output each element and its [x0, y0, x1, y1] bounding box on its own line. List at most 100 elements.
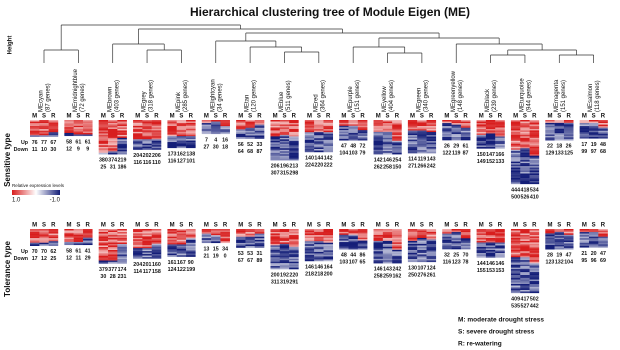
up-count: 47 — [566, 253, 572, 259]
heatmap-cell — [201, 235, 212, 237]
heatmap-cell — [598, 242, 608, 245]
heatmap-cell — [211, 132, 221, 135]
heatmap-cell — [588, 120, 599, 122]
condition-label: M — [170, 114, 175, 120]
heatmap-cell — [48, 132, 59, 134]
heatmap-cell — [529, 145, 540, 147]
module-genes: (87 genes) — [46, 83, 52, 112]
heatmap-cell — [382, 143, 393, 146]
heatmap-cell — [98, 230, 109, 233]
heatmap-cell — [142, 234, 152, 237]
heatmap-cell — [98, 258, 109, 261]
heatmap-cell — [279, 151, 290, 153]
heatmap-cell — [348, 133, 359, 135]
heatmap-cell — [451, 246, 462, 248]
heatmap-cell — [476, 248, 487, 251]
heatmap-cell — [529, 161, 540, 164]
heatmap-cell — [451, 232, 462, 234]
heatmap-cell — [495, 249, 505, 252]
heatmap-cell — [167, 128, 177, 131]
heatmap-cell — [304, 126, 315, 128]
heatmap-cell — [220, 126, 230, 128]
heatmap-cell — [382, 240, 393, 243]
heatmap-cell — [373, 152, 384, 155]
heatmap-cell — [520, 146, 530, 149]
heatmap-cell — [289, 245, 299, 248]
heatmap-cell — [520, 272, 530, 274]
down-count: 11 — [76, 255, 82, 261]
heatmap-cell — [236, 246, 246, 248]
heatmap-cell — [304, 145, 315, 148]
heatmap-cell — [314, 230, 324, 233]
heatmap-cell — [373, 146, 384, 149]
up-count: 204 — [133, 262, 142, 268]
up-count: 142 — [374, 158, 383, 164]
heatmap-cell — [151, 136, 162, 138]
condition-label: S — [489, 223, 493, 229]
heatmap-cell — [495, 240, 505, 243]
condition-label: S — [420, 114, 424, 120]
heatmap-cell — [323, 235, 334, 237]
down-count: 79 — [360, 151, 366, 157]
up-count: 174 — [118, 267, 127, 273]
heatmap-cell — [382, 133, 393, 136]
heatmap-cell — [39, 242, 49, 245]
up-count: 47 — [600, 251, 606, 257]
heatmap-cell — [588, 242, 599, 245]
down-count: 307 — [271, 171, 280, 177]
heatmap-cell — [211, 233, 221, 236]
heatmap-cell — [510, 285, 521, 288]
heatmap-cell — [30, 244, 40, 246]
up-count: 146 — [314, 264, 323, 270]
heatmap-cell — [373, 139, 384, 142]
heatmap-cell — [417, 243, 427, 246]
heatmap-cell — [357, 231, 368, 234]
condition-label: R — [463, 114, 468, 120]
heatmap-cell — [245, 229, 255, 231]
heatmap-cell — [357, 128, 368, 131]
heatmap-cell — [545, 127, 555, 129]
heatmap-cell — [167, 139, 177, 141]
heatmap-cell — [495, 133, 505, 136]
heatmap-cell — [176, 140, 187, 143]
heatmap-cell — [598, 241, 608, 243]
heatmap-cell — [563, 237, 574, 240]
heatmap-cell — [186, 233, 196, 236]
heatmap-cell — [133, 254, 143, 256]
heatmap-cell — [289, 121, 299, 124]
heatmap-cell — [348, 137, 359, 140]
heatmap-cell — [254, 130, 265, 133]
heatmap-cell — [554, 128, 565, 131]
heatmap-cell — [108, 145, 118, 148]
heatmap-cell — [510, 276, 521, 279]
heatmap-cell — [417, 127, 427, 130]
heatmap-cell — [407, 234, 418, 237]
heatmap-cell — [426, 127, 437, 130]
heatmap-cell — [460, 133, 471, 136]
module-label: MEcyan (87 genes) — [39, 83, 52, 112]
heatmap-cell — [48, 124, 59, 127]
heatmap-cell — [579, 236, 590, 239]
heatmap-cell — [117, 243, 127, 246]
condition-label: M — [238, 223, 243, 229]
heatmap-cell — [392, 131, 402, 134]
heatmap-cell — [485, 137, 496, 140]
down-count: 222 — [324, 162, 333, 168]
heatmap-cell — [529, 152, 540, 155]
heatmap-cell — [64, 124, 74, 126]
heatmap-cell — [133, 145, 143, 147]
heatmap-cell — [64, 229, 74, 231]
heatmap-cell — [510, 273, 521, 276]
heatmap-cell — [510, 182, 521, 185]
heatmap-cell — [236, 127, 246, 130]
heatmap-cell — [167, 230, 177, 233]
heatmap-cell — [529, 251, 540, 253]
module-name: MEcyan — [39, 90, 45, 112]
heatmap-cell — [382, 134, 393, 137]
heatmap-cell — [142, 136, 152, 138]
heatmap-cell — [426, 141, 437, 143]
heatmap-cell — [510, 166, 521, 168]
down-count: 266 — [417, 164, 426, 170]
heatmap-cell — [323, 127, 334, 130]
heatmap-cell — [304, 250, 315, 253]
